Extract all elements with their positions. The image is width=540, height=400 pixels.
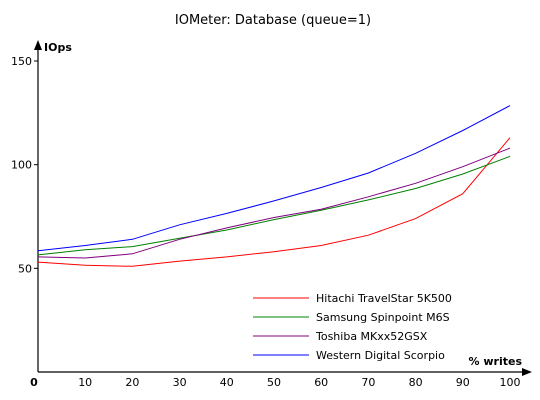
series-line-4 [37,105,511,252]
x-tick-label: 30 [173,376,187,389]
series-line-3 [37,147,511,259]
x-tick-label: 20 [125,376,139,389]
y-tick-label: 150 [11,55,32,68]
x-tick-label: 80 [409,376,423,389]
legend-label: Western Digital Scorpio [316,349,445,362]
x-tick-label: 90 [456,376,470,389]
x-tick-label: 50 [267,376,281,389]
x-axis-label: % writes [469,355,523,368]
y-axis-label: IOps [44,41,72,54]
legend-label: Hitachi TravelStar 5K500 [316,292,452,305]
series-line-2 [37,155,511,256]
legend-label: Samsung Spinpoint M6S [316,311,450,324]
x-tick-label: 40 [220,376,234,389]
legend-label: Toshiba MKxx52GSX [315,330,428,343]
y-tick-label: 100 [11,159,32,172]
x-axis-arrow [522,368,532,376]
chart-title: IOMeter: Database (queue=1) [175,13,371,28]
tick-labels: 0 10 20 30 40 50 60 70 80 90 100 50 100 150 [11,55,521,389]
y-axis-arrow [34,40,42,50]
x-tick-label: 0 [30,376,38,389]
axes [34,40,532,376]
x-tick-label: 10 [78,376,92,389]
x-tick-label: 70 [361,376,375,389]
y-tick-label: 50 [18,262,32,275]
x-tick-label: 60 [314,376,328,389]
legend: Hitachi TravelStar 5K500 Samsung Spinpoin… [253,292,452,362]
series-lines [37,105,511,267]
series-line-1 [37,137,511,267]
x-tick-label: 100 [500,376,521,389]
